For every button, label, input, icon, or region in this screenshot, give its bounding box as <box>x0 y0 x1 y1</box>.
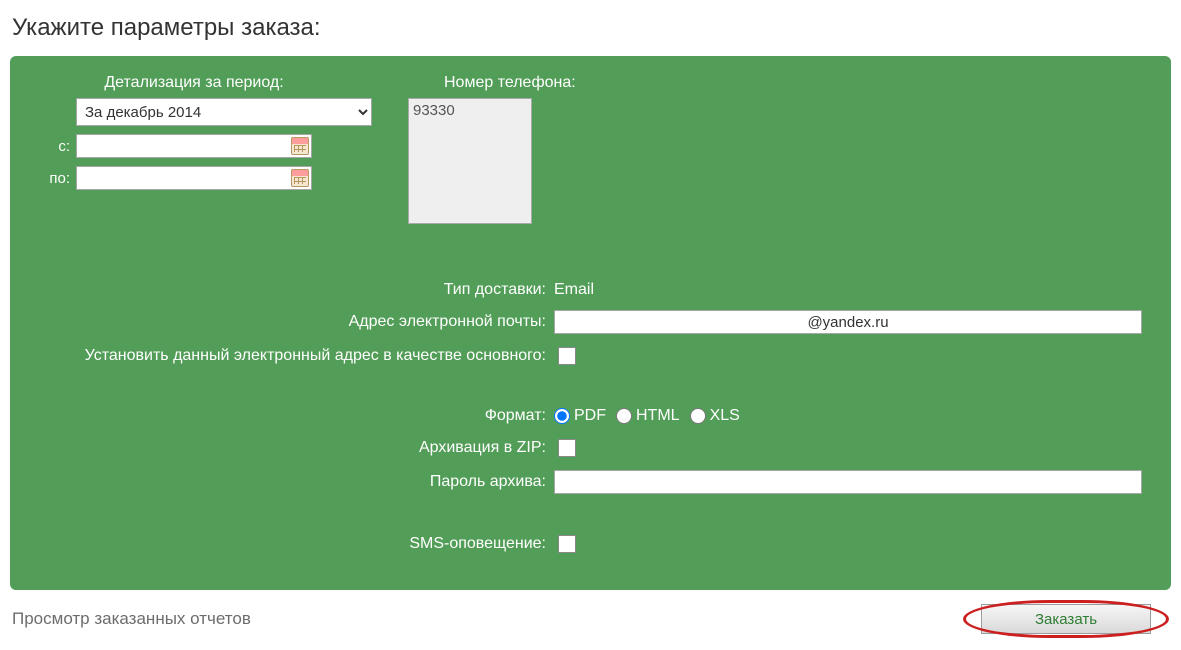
phone-label: Номер телефона: <box>408 74 598 92</box>
period-label: Детализация за период: <box>34 74 354 92</box>
format-radio-pdf-label: PDF <box>574 407 606 425</box>
date-to-label: по: <box>34 170 76 187</box>
delivery-type-value: Email <box>554 281 594 299</box>
set-primary-checkbox[interactable] <box>558 347 576 365</box>
calendar-icon[interactable] <box>291 169 309 187</box>
date-to-input[interactable] <box>81 168 291 188</box>
format-radio-xls-label: XLS <box>710 407 740 425</box>
format-radio-group: PDF HTML XLS <box>554 407 1147 425</box>
format-radio-pdf[interactable] <box>554 408 570 424</box>
calendar-icon[interactable] <box>291 137 309 155</box>
view-ordered-reports-link[interactable]: Просмотр заказанных отчетов <box>12 609 251 629</box>
phone-listbox[interactable]: 93330 <box>408 98 532 224</box>
email-label: Адрес электронной почты: <box>34 312 554 332</box>
format-option-pdf[interactable]: PDF <box>554 407 606 425</box>
format-radio-html[interactable] <box>616 408 632 424</box>
phone-option[interactable]: 93330 <box>411 101 529 120</box>
order-params-panel: Детализация за период: За декабрь 2014 с… <box>10 56 1171 590</box>
format-radio-xls[interactable] <box>690 408 706 424</box>
date-from-field[interactable] <box>76 134 312 158</box>
archive-password-label: Пароль архива: <box>34 472 554 492</box>
zip-label: Архивация в ZIP: <box>34 438 554 458</box>
period-select[interactable]: За декабрь 2014 <box>76 98 372 126</box>
date-from-label: с: <box>34 138 76 155</box>
page-title: Укажите параметры заказа: <box>12 14 1171 42</box>
delivery-type-label: Тип доставки: <box>34 280 554 300</box>
sms-checkbox[interactable] <box>558 535 576 553</box>
submit-highlight: Заказать <box>963 600 1169 638</box>
date-from-input[interactable] <box>81 136 291 156</box>
format-option-xls[interactable]: XLS <box>690 407 740 425</box>
set-primary-label: Установить данный электронный адрес в ка… <box>34 346 554 366</box>
email-input[interactable] <box>554 310 1142 334</box>
submit-button[interactable]: Заказать <box>981 604 1151 634</box>
format-label: Формат: <box>34 406 554 426</box>
format-option-html[interactable]: HTML <box>616 407 680 425</box>
format-radio-html-label: HTML <box>636 407 680 425</box>
sms-label: SMS-оповещение: <box>34 534 554 554</box>
footer: Просмотр заказанных отчетов Заказать <box>10 600 1171 638</box>
archive-password-input[interactable] <box>554 470 1142 494</box>
phone-block: Номер телефона: 93330 <box>408 74 598 224</box>
date-to-field[interactable] <box>76 166 312 190</box>
zip-checkbox[interactable] <box>558 439 576 457</box>
period-block: Детализация за период: За декабрь 2014 с… <box>34 74 354 224</box>
